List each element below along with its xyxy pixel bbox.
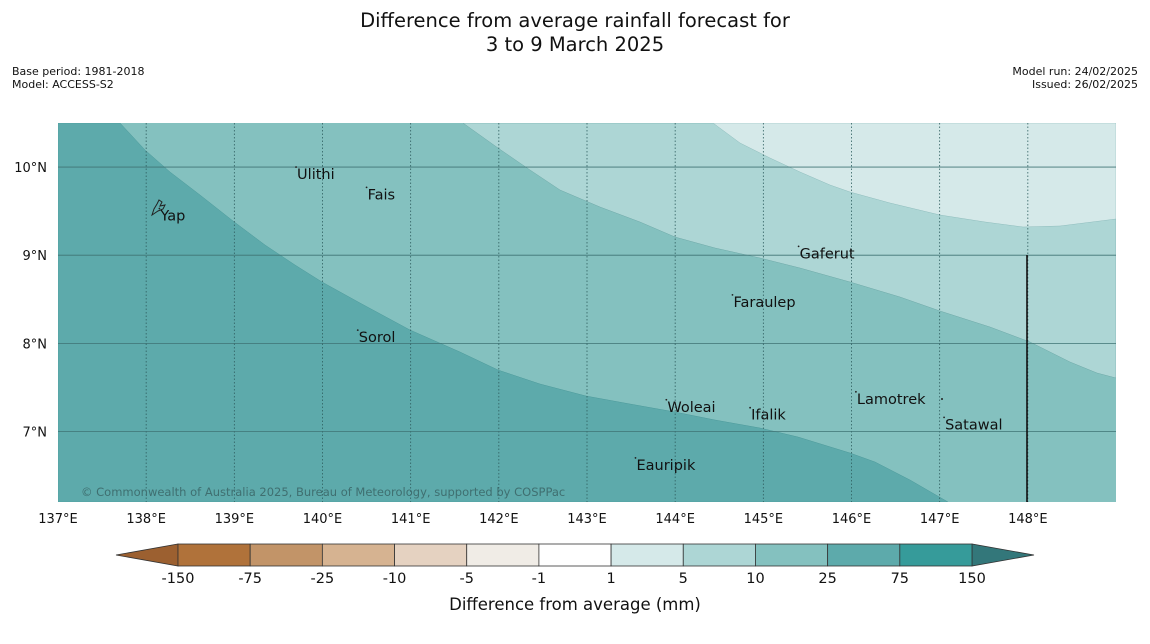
place-marker: [731, 293, 734, 296]
lat-tick-label: 8°N: [23, 337, 48, 352]
colorbar-tick-label: -25: [311, 571, 335, 587]
model-info-left: Base period: 1981-2018 Model: ACCESS-S2: [12, 65, 144, 91]
lon-tick-label: 141°E: [391, 512, 431, 527]
colorbar-tick-label: 1: [606, 571, 615, 587]
colorbar-label: Difference from average (mm): [449, 595, 701, 614]
yap-island-icon: [151, 199, 166, 217]
lon-tick-label: 138°E: [126, 512, 166, 527]
colorbar-high-extend: [971, 543, 1035, 567]
place-marker: [855, 390, 857, 393]
issued-text: Issued: 26/02/2025: [1031, 78, 1138, 91]
place-marker: [634, 457, 637, 459]
colorbar-tick-label: 10: [746, 571, 764, 587]
colorbar-tick-label: -10: [383, 571, 407, 587]
base-period-text: Base period: 1981-2018: [12, 65, 145, 78]
colorbar-tick-label: 150: [958, 571, 986, 587]
latitude-gridlines: [58, 166, 1116, 432]
colorbar-segment: [249, 543, 323, 567]
model-run-text: Model run: 24/02/2025: [1012, 65, 1138, 78]
colorbar-tick-label: -1: [532, 571, 546, 587]
colorbar-segment: [610, 543, 684, 567]
colorbar-tick-label: -75: [238, 571, 262, 587]
lon-tick-label: 145°E: [744, 512, 784, 527]
place-marker: [665, 398, 668, 401]
place-marker: [295, 166, 297, 168]
place-marker: [365, 186, 368, 189]
colorbar-tick-label: 25: [818, 571, 836, 587]
place-label: Woleai: [667, 400, 715, 416]
place-label: Gaferut: [800, 246, 855, 262]
place-marker: [749, 406, 752, 409]
lon-tick-label: 148°E: [1008, 512, 1048, 527]
colorbar-segment: [321, 543, 395, 567]
place-label: Sorol: [359, 330, 396, 346]
longitude-gridlines: [145, 123, 1029, 502]
lat-tick-label: 10°N: [14, 161, 47, 176]
colorbar-segment: [682, 543, 756, 567]
place-label: Eauripik: [636, 458, 695, 474]
lon-tick-label: 140°E: [303, 512, 343, 527]
colorbar-tick-label: 75: [891, 571, 909, 587]
colorbar-segment: [899, 543, 973, 567]
islet-dot: [941, 398, 943, 400]
colorbar-segment: [538, 543, 612, 567]
lon-tick-label: 147°E: [920, 512, 960, 527]
colorbar-segment: [394, 543, 468, 567]
lon-tick-label: 142°E: [479, 512, 519, 527]
longitude-axis-labels: 137°E 138°E 139°E 140°E 141°E 142°E 143°E 144°E…: [38, 512, 1047, 527]
place-label: Faraulep: [733, 295, 795, 311]
colorbar-tick-label: 5: [679, 571, 688, 587]
colorbar-tick-label: -150: [162, 571, 195, 587]
place-label: Fais: [368, 187, 395, 203]
place-labels: Ulithi Fais Yap Gaferut Faraulep Sorol Lamotre…: [158, 166, 1003, 474]
lon-tick-label: 144°E: [655, 512, 695, 527]
place-label: Lamotrek: [857, 392, 926, 408]
zone-25-to-75: [58, 123, 949, 502]
copyright-text: © Commonwealth of Australia 2025, Bureau…: [81, 485, 565, 499]
colorbar-tick-label: -5: [459, 571, 473, 587]
place-marker: [158, 207, 161, 210]
title-line-1: Difference from average rainfall forecas…: [360, 9, 790, 32]
lon-tick-label: 143°E: [567, 512, 607, 527]
map-title: Difference from average rainfall forecas…: [0, 9, 1150, 57]
zone-1-to-5: [712, 123, 1116, 228]
place-label: Yap: [159, 208, 185, 224]
place-marker: [356, 329, 359, 332]
colorbar-segment: [177, 543, 251, 567]
colorbar: -150 -75 -25 -10 -5 -1 1 5 10 25 75 150: [115, 543, 1035, 587]
title-line-2: 3 to 9 March 2025: [485, 33, 665, 56]
lon-tick-label: 139°E: [215, 512, 255, 527]
lat-tick-label: 9°N: [23, 249, 48, 264]
colorbar-low-extend: [115, 543, 179, 567]
place-label: Satawal: [945, 417, 1002, 433]
place-label: Ulithi: [297, 167, 335, 183]
model-info-right: Model run: 24/02/2025 Issued: 26/02/2025: [1012, 65, 1138, 91]
colorbar-segment: [827, 543, 901, 567]
colorbar-segment: [755, 543, 829, 567]
model-text: Model: ACCESS-S2: [12, 78, 114, 91]
lon-tick-label: 146°E: [832, 512, 872, 527]
latitude-axis-labels: 10°N 9°N 8°N 7°N: [14, 161, 47, 440]
colorbar-segment: [466, 543, 540, 567]
lon-tick-label: 137°E: [38, 512, 78, 527]
rainfall-anomaly-map: Ulithi Fais Yap Gaferut Faraulep Sorol Lamotre…: [58, 123, 1116, 502]
place-marker: [943, 416, 945, 419]
place-marker: [797, 245, 800, 248]
place-label: Ifalik: [751, 408, 786, 424]
lat-tick-label: 7°N: [23, 425, 48, 440]
